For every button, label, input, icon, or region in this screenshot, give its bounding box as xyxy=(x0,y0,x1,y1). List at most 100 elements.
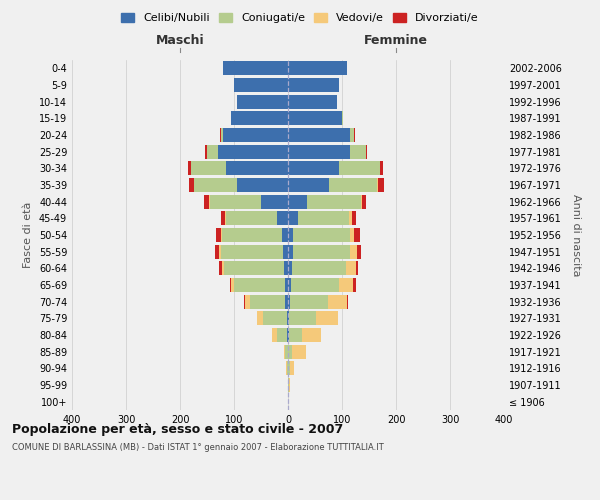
Bar xyxy=(277,328,287,342)
Bar xyxy=(353,278,355,292)
Bar xyxy=(245,294,250,308)
Bar xyxy=(362,194,366,209)
Bar xyxy=(226,162,288,175)
Bar xyxy=(377,178,384,192)
Bar xyxy=(232,278,234,292)
Bar xyxy=(346,261,355,276)
Bar xyxy=(288,78,340,92)
Bar xyxy=(281,228,288,242)
Y-axis label: Fasce di età: Fasce di età xyxy=(23,202,33,268)
Bar xyxy=(288,94,337,109)
Bar xyxy=(286,278,288,292)
Bar xyxy=(230,278,232,292)
Bar xyxy=(236,94,288,109)
Bar xyxy=(210,194,261,209)
Bar xyxy=(215,244,219,259)
Bar xyxy=(302,328,321,342)
Bar xyxy=(288,144,350,159)
Bar xyxy=(288,261,292,276)
Bar xyxy=(288,128,350,142)
Bar xyxy=(366,144,367,159)
Bar xyxy=(288,344,292,359)
Bar xyxy=(350,228,355,242)
Bar xyxy=(204,194,209,209)
Bar xyxy=(361,194,362,209)
Bar xyxy=(191,162,226,175)
Bar xyxy=(380,162,383,175)
Bar xyxy=(189,178,193,192)
Bar xyxy=(288,294,290,308)
Bar xyxy=(350,244,356,259)
Bar xyxy=(257,311,263,326)
Bar xyxy=(329,178,377,192)
Bar xyxy=(289,311,316,326)
Bar xyxy=(347,294,349,308)
Bar xyxy=(219,244,221,259)
Bar xyxy=(298,211,349,226)
Bar xyxy=(234,78,288,92)
Bar xyxy=(288,178,329,192)
Bar xyxy=(352,211,356,226)
Bar xyxy=(222,228,281,242)
Bar xyxy=(292,261,346,276)
Bar xyxy=(316,311,338,326)
Bar xyxy=(288,278,290,292)
Bar xyxy=(207,144,218,159)
Bar xyxy=(290,278,340,292)
Bar xyxy=(215,228,221,242)
Bar xyxy=(288,162,340,175)
Bar xyxy=(205,144,207,159)
Bar xyxy=(250,294,286,308)
Text: Femmine: Femmine xyxy=(364,34,428,46)
Bar xyxy=(288,311,289,326)
Bar xyxy=(288,194,307,209)
Bar xyxy=(328,294,347,308)
Bar xyxy=(356,244,361,259)
Bar xyxy=(188,162,191,175)
Bar xyxy=(340,278,353,292)
Bar xyxy=(223,62,288,76)
Bar xyxy=(289,378,290,392)
Bar xyxy=(292,344,306,359)
Bar xyxy=(224,261,284,276)
Bar xyxy=(289,328,302,342)
Bar xyxy=(193,178,236,192)
Bar xyxy=(288,112,342,126)
Bar xyxy=(221,128,223,142)
Bar xyxy=(287,311,288,326)
Bar xyxy=(350,128,355,142)
Bar xyxy=(288,62,347,76)
Bar xyxy=(232,112,288,126)
Bar xyxy=(350,144,366,159)
Bar xyxy=(234,278,286,292)
Bar xyxy=(219,261,221,276)
Legend: Celibi/Nubili, Coniugati/e, Vedovi/e, Divorziati/e: Celibi/Nubili, Coniugati/e, Vedovi/e, Di… xyxy=(119,10,481,26)
Bar xyxy=(236,178,288,192)
Bar xyxy=(288,361,290,376)
Bar xyxy=(290,294,328,308)
Bar xyxy=(272,328,277,342)
Bar xyxy=(284,344,286,359)
Y-axis label: Anni di nascita: Anni di nascita xyxy=(571,194,581,276)
Bar xyxy=(355,228,360,242)
Bar xyxy=(221,211,226,226)
Bar xyxy=(293,244,350,259)
Bar xyxy=(226,211,277,226)
Text: Popolazione per età, sesso e stato civile - 2007: Popolazione per età, sesso e stato civil… xyxy=(12,422,343,436)
Bar xyxy=(340,162,380,175)
Bar xyxy=(288,228,293,242)
Bar xyxy=(283,244,288,259)
Bar xyxy=(263,311,287,326)
Bar xyxy=(286,294,288,308)
Bar xyxy=(218,144,288,159)
Bar xyxy=(286,344,288,359)
Bar xyxy=(287,361,288,376)
Bar xyxy=(288,211,298,226)
Bar xyxy=(284,261,288,276)
Bar xyxy=(293,228,350,242)
Bar xyxy=(221,228,222,242)
Bar xyxy=(221,261,224,276)
Bar xyxy=(223,128,288,142)
Bar xyxy=(244,294,245,308)
Bar xyxy=(288,244,293,259)
